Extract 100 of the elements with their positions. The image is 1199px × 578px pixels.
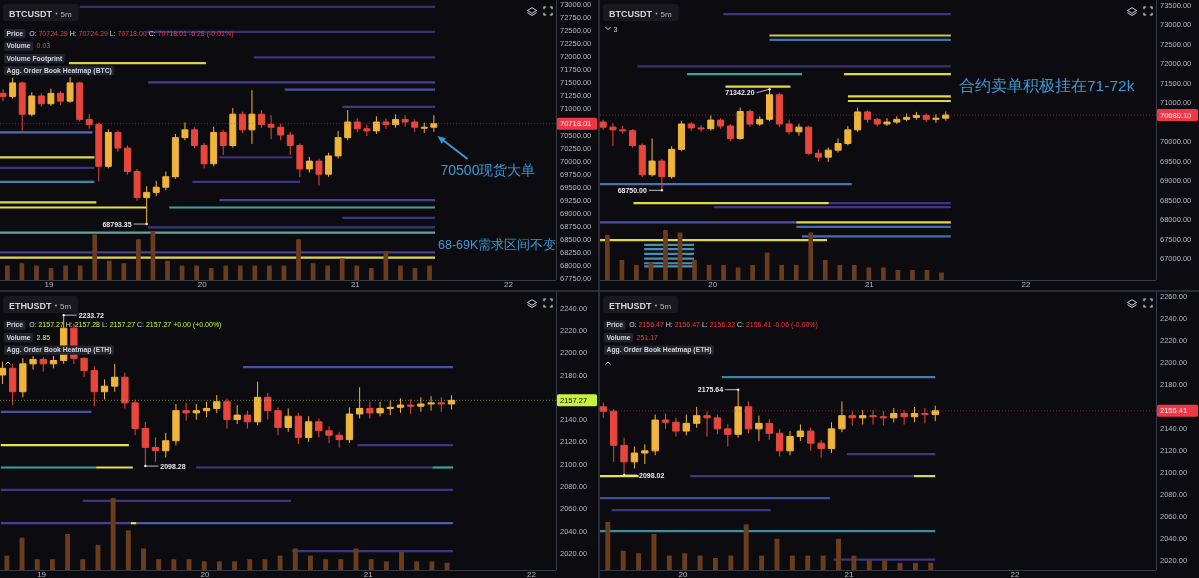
candlestick [407,399,415,415]
candlestick [114,129,122,153]
bar [697,555,703,570]
bar [208,268,214,280]
candlestick [296,142,304,178]
candlestick [827,421,836,454]
candlestick [724,423,732,447]
candlestick [229,107,237,149]
x-tick-label: 20 [678,570,688,578]
candlestick [844,125,852,146]
candlestick [9,77,17,100]
bar [721,265,726,280]
candlestick [219,129,227,156]
candlestick [0,361,7,385]
candlestick [599,401,608,419]
candlestick [609,408,618,463]
candlestick [37,92,45,108]
candlestick [133,168,141,202]
x-tick-label: 21 [350,280,361,289]
candlestick [124,144,131,176]
candlestick [869,409,877,425]
candlestick [28,91,36,117]
bar [793,265,799,280]
candlestick [858,409,867,425]
candlestick [181,122,189,141]
text: BTCUSDT [609,8,653,19]
candlestick [192,403,201,421]
candlestick [692,406,701,429]
candlestick [335,431,343,448]
candlestick [396,397,405,414]
bar [65,534,71,570]
bar [882,560,888,570]
bar [414,561,420,570]
bar [165,260,170,280]
candlestick [703,410,711,438]
candlestick [243,410,252,429]
candlestick [796,423,805,442]
bar [910,270,915,280]
candlestick [8,363,17,406]
candlestick [648,137,656,178]
candlestick [641,443,649,465]
bar [267,265,272,280]
bar [851,555,857,570]
candlestick [786,430,794,456]
bar [912,562,918,570]
candlestick [873,117,881,128]
candlestick [628,128,637,148]
candlestick [95,122,103,182]
annotation: 68-69K需求区间不变 [438,238,557,252]
bar [49,559,55,570]
candlestick [57,90,64,106]
candlestick [756,115,764,127]
x-tick-label: 22 [527,570,537,578]
bar [106,260,112,280]
bar [663,230,668,280]
bar [63,265,68,280]
candlestick [805,125,813,156]
candlestick [284,407,292,433]
bar [92,234,98,280]
candlestick [392,113,400,129]
bar [427,265,432,280]
candlestick [47,88,55,107]
candlestick [921,407,929,424]
bar [368,268,374,280]
candlestick [717,117,725,130]
candlestick [363,124,371,137]
candlestick [932,113,940,124]
bar [837,265,843,280]
bar [338,559,344,570]
candlestick [172,403,180,446]
bar [939,272,944,280]
candlestick [910,406,919,423]
candlestick [430,114,438,133]
bar [194,265,199,280]
bar [339,258,345,280]
candlestick [80,356,88,378]
candlestick [912,111,920,121]
bar [171,559,177,570]
bar [805,555,811,570]
bar [216,561,222,570]
candlestick [386,400,394,416]
candlestick [372,115,380,135]
bar [605,522,611,570]
text: ETHUSDT [609,300,652,311]
candlestick [19,357,27,398]
candlestick [879,410,888,427]
bar [34,265,39,280]
bar [156,559,162,570]
annotation: 70500现货大单 [440,162,536,179]
bar [223,265,229,280]
x-tick-label: 19 [37,570,47,578]
candlestick [630,445,639,469]
text: ETHUSDT [9,300,52,311]
bar [728,555,734,570]
bar [750,265,755,280]
candlestick [883,117,891,127]
candlestick [248,89,256,145]
candlestick [382,117,390,130]
x-tick-label: 21 [363,570,374,578]
bar [429,561,435,570]
